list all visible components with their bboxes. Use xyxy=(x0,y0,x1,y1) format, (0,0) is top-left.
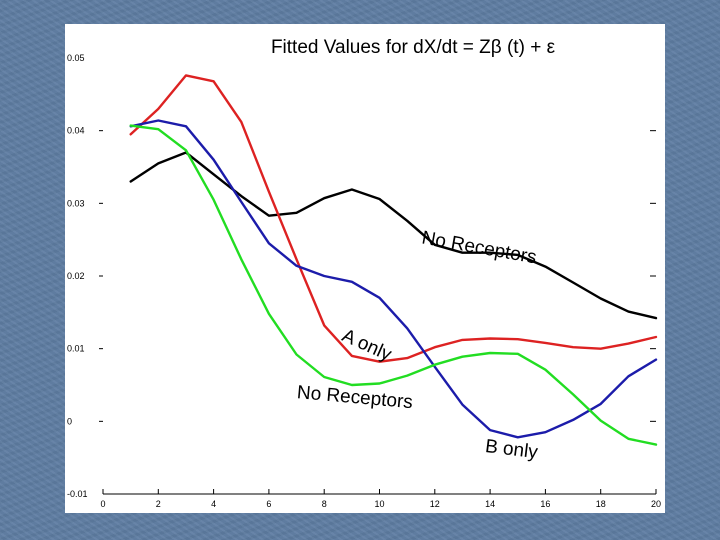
x-tick-label: 10 xyxy=(374,499,384,509)
y-tick-label: 0.02 xyxy=(67,271,85,281)
series-annotation: B only xyxy=(484,436,539,463)
x-tick-label: 14 xyxy=(485,499,495,509)
series-line-1 xyxy=(129,151,658,320)
series-line-3 xyxy=(129,119,658,439)
series-lines xyxy=(129,74,658,446)
series-annotation: No Receptors xyxy=(420,228,538,269)
y-tick-label: 0.01 xyxy=(67,344,85,354)
x-tick-label: 2 xyxy=(156,499,161,509)
x-tick-label: 18 xyxy=(596,499,606,509)
plot-panel: Fitted Values for dX/dt = Zβ (t) + ε 0 2 4… xyxy=(65,24,665,513)
chart-title: Fitted Values for dX/dt = Zβ (t) + ε xyxy=(271,37,556,58)
y-tick-label: 0.03 xyxy=(67,198,85,208)
series-annotation: No Receptors xyxy=(296,382,414,413)
line-chart: Fitted Values for dX/dt = Zβ (t) + ε 0 2 4… xyxy=(67,37,661,509)
x-tick-label: 16 xyxy=(540,499,550,509)
series-line-2 xyxy=(129,74,658,363)
y-tick-label: -0.01 xyxy=(67,489,88,499)
x-tick-label: 4 xyxy=(211,499,216,509)
x-tick-label: 12 xyxy=(430,499,440,509)
x-tick-label: 8 xyxy=(322,499,327,509)
x-tick-label: 0 xyxy=(100,499,105,509)
x-tick-label: 20 xyxy=(651,499,661,509)
y-tick-label: 0.05 xyxy=(67,53,85,63)
series-line-4 xyxy=(129,124,658,446)
x-tick-label: 6 xyxy=(266,499,271,509)
y-tick-label: 0.04 xyxy=(67,126,85,136)
y-tick-label: 0 xyxy=(67,416,72,426)
axes: 0 2 4 6 8 10 12 14 16 18 20 0.05 0.04 0.03 0.02 0.01 0 -0… xyxy=(67,53,661,509)
